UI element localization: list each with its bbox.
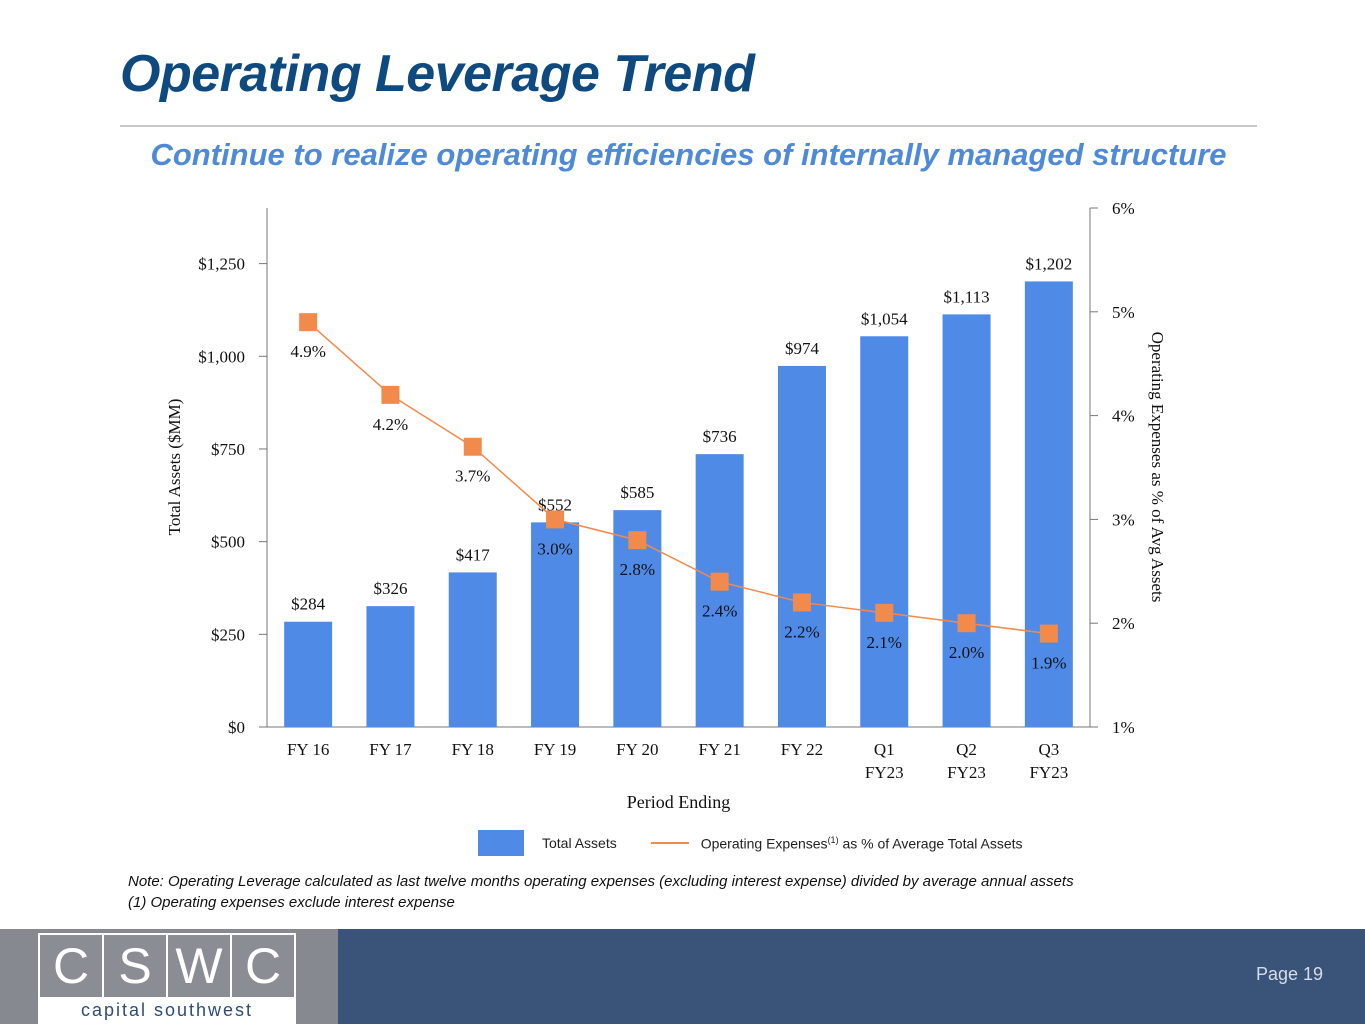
line-value-labels: 4.9% 4.2% 3.7% 3.0% 2.8% 2.4% 2.2% 2.1% 2.0% 1.9% <box>290 342 1066 672</box>
y-tick-label: $0 <box>228 718 245 737</box>
x-tick-label: FY 17 <box>369 740 412 759</box>
line-marker <box>1039 624 1058 643</box>
y-tick-label: $250 <box>211 625 245 644</box>
x-tick-label: FY23 <box>1029 763 1068 782</box>
bar <box>448 572 497 727</box>
bar <box>531 522 580 727</box>
line-value-label: 4.2% <box>373 415 408 434</box>
line-marker <box>463 437 482 456</box>
x-tick-label: FY 22 <box>781 740 823 759</box>
bar <box>942 314 991 727</box>
line-marker <box>875 603 894 622</box>
line-value-label: 2.8% <box>620 560 655 579</box>
line-value-label: 2.4% <box>702 602 737 621</box>
x-tick-label: Q3 <box>1038 740 1059 759</box>
line-marker <box>957 614 976 633</box>
bar-value-label: $585 <box>620 483 654 502</box>
line-marker <box>299 313 318 332</box>
bar <box>366 606 415 727</box>
bar-value-label: $1,113 <box>943 287 989 306</box>
bar <box>1024 281 1073 727</box>
legend-line-label: Operating Expenses(1) as % of Average To… <box>700 834 1023 852</box>
y2-tick-label: 4% <box>1112 407 1135 426</box>
bar-value-label: $552 <box>538 495 572 514</box>
x-tick-label: FY23 <box>865 763 904 782</box>
y-tick-label: $1,250 <box>198 255 245 274</box>
footnote: Note: Operating Leverage calculated as l… <box>128 871 1074 913</box>
title-divider <box>120 125 1257 127</box>
line-series <box>299 313 1058 643</box>
line-value-label: 4.9% <box>290 342 325 361</box>
slide-title: Operating Leverage Trend <box>120 45 755 103</box>
y2-tick-label: 2% <box>1112 614 1135 633</box>
bar-value-label: $1,202 <box>1025 254 1072 273</box>
footer-band <box>338 929 1365 1024</box>
logo-letter: S <box>104 935 166 997</box>
line-path <box>307 321 1049 635</box>
footnote-line-2: (1) Operating expenses exclude interest … <box>128 894 455 911</box>
x-tick-label: FY23 <box>947 763 986 782</box>
line-marker <box>792 593 811 612</box>
slide-subtitle: Continue to realize operating efficienci… <box>150 137 1227 172</box>
line-value-label: 2.1% <box>867 633 902 652</box>
x-tick-label: Q2 <box>956 740 977 759</box>
page-number: Page 19 <box>1255 964 1323 984</box>
line-value-label: 2.2% <box>784 622 819 641</box>
bar <box>284 621 333 727</box>
bar-value-label: $326 <box>373 579 407 598</box>
x-tick-labels: FY 16 FY 17 FY 18 FY 19 FY 20 FY 21 FY 22 Q1 FY2… <box>287 740 1068 782</box>
line-value-label: 3.7% <box>455 467 490 486</box>
chart-axes: $0 $250 $500 $750 $1,000 $1,250 1% 2% 3% 4% 5% 6% <box>198 199 1134 737</box>
y2-tick-label: 1% <box>1112 718 1135 737</box>
line-value-label: 3.0% <box>537 539 572 558</box>
line-marker <box>381 385 400 404</box>
logo-letter: W <box>168 935 230 997</box>
y-tick-label: $750 <box>211 440 245 459</box>
x-tick-label: FY 18 <box>452 740 494 759</box>
logo-letters: C S W C <box>40 935 294 997</box>
x-tick-label: FY 19 <box>534 740 576 759</box>
x-axis-label: Period Ending <box>627 792 731 812</box>
y2-tick-label: 6% <box>1112 199 1135 218</box>
logo-letter: C <box>40 935 102 997</box>
bar-value-label: $974 <box>785 339 820 358</box>
x-tick-label: FY 16 <box>287 740 329 759</box>
bar-value-label: $417 <box>456 545 491 564</box>
line-value-label: 2.0% <box>949 643 984 662</box>
logo-wordmark: capital southwest <box>80 1000 254 1020</box>
y-axis-label: Total Assets ($MM) <box>165 399 184 536</box>
footnote-line-1: Note: Operating Leverage calculated as l… <box>128 873 1074 890</box>
y-tick-label: $1,000 <box>198 347 245 366</box>
bar <box>777 365 826 727</box>
bar-value-label: $1,054 <box>861 309 908 328</box>
line-marker <box>628 531 647 550</box>
y2-tick-label: 5% <box>1112 303 1135 322</box>
logo-letter: C <box>232 935 294 997</box>
line-marker <box>546 510 565 529</box>
y-tick-label: $500 <box>211 533 245 552</box>
bar <box>860 336 909 727</box>
y2-axis-label: Operating Expenses as % of Avg Assets <box>1148 332 1167 603</box>
operating-leverage-chart: $0 $250 $500 $750 $1,000 $1,250 1% 2% 3% 4% 5% 6% $… <box>165 199 1167 812</box>
line-marker <box>710 572 729 591</box>
chart-legend: Total Assets Operating Expenses(1) as % … <box>478 830 1023 856</box>
x-tick-label: FY 21 <box>698 740 740 759</box>
x-tick-label: Q1 <box>874 740 895 759</box>
legend-bar-swatch <box>478 830 524 856</box>
line-value-label: 1.9% <box>1031 654 1066 673</box>
x-tick-label: FY 20 <box>616 740 658 759</box>
legend-line-swatch <box>650 842 689 844</box>
bar-value-label: $284 <box>291 595 326 614</box>
bar-value-labels: $284 $326 $417 $552 $585 $736 $974 $1,054 $1,113… <box>291 254 1072 613</box>
bar-value-label: $736 <box>703 427 737 446</box>
legend-bar-label: Total Assets <box>542 835 617 851</box>
y2-tick-label: 3% <box>1112 510 1135 529</box>
